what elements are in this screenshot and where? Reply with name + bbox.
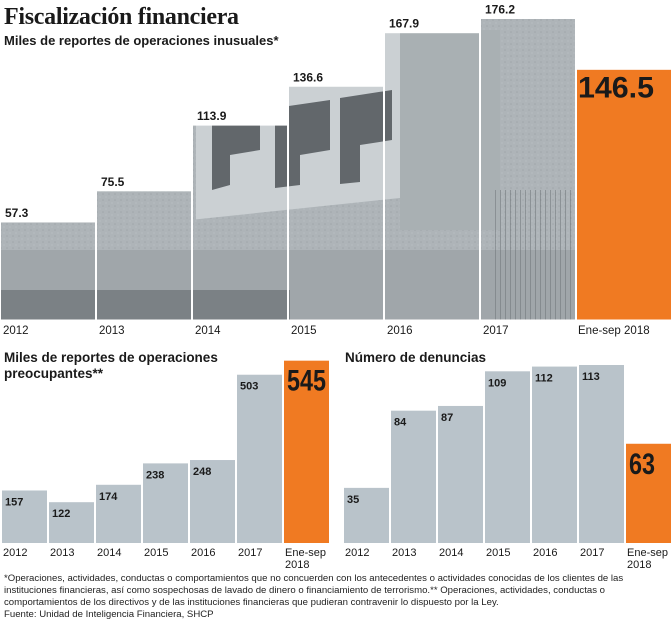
chart2-title: Miles de reportes de operaciones preocup… <box>4 350 218 382</box>
c2-bar-3 <box>143 463 188 543</box>
c2-x-label-1: 2013 <box>50 547 74 559</box>
chart1-value-label-6: 146.5 <box>578 71 654 104</box>
c2-value-label-1: 122 <box>52 508 70 520</box>
c2-bar-6 <box>284 360 329 543</box>
c2-value-label-5: 503 <box>240 381 258 393</box>
c2-value-label-6: 545 <box>287 365 326 398</box>
c2-value-label-3: 238 <box>146 469 164 481</box>
chart1-value-label-2: 113.9 <box>197 109 227 123</box>
c3-bar-1 <box>391 410 436 543</box>
c2-bar-2 <box>96 484 141 543</box>
chart3-complaints: 35 84 87 109 112 113 63 2012 2013 2014 2015 2016 20… <box>344 365 671 571</box>
c3-x-label-2: 2014 <box>439 547 463 559</box>
chart1-x-label-5: 2017 <box>483 325 509 337</box>
c3-bar-3 <box>485 371 530 543</box>
chart1-bar-6 <box>576 68 672 321</box>
page-title: Fiscalización financiera <box>4 4 239 30</box>
c3-bar-0 <box>344 487 389 543</box>
c3-value-label-6: 63 <box>629 448 655 481</box>
c2-value-label-4: 248 <box>193 466 211 478</box>
c2-bar-1 <box>49 502 94 543</box>
c3-value-label-2: 87 <box>441 412 453 424</box>
chart1-bar-0 <box>0 221 96 321</box>
chart1-value-label-4: 167.9 <box>389 17 419 31</box>
chart1-x-label-4: 2016 <box>387 325 413 337</box>
c3-value-label-5: 113 <box>582 371 600 383</box>
chart1-x-label-0: 2012 <box>3 325 29 337</box>
footnote: *Operaciones, actividades, conductas o c… <box>4 573 624 608</box>
source: Fuente: Unidad de Inteligencia Financier… <box>4 609 214 620</box>
c2-x-label-4: 2016 <box>191 547 215 559</box>
c2-x-label-5: 2017 <box>238 547 262 559</box>
chart1-value-label-0: 57.3 <box>5 206 29 220</box>
chart1-bar-1 <box>96 190 192 321</box>
chart1-x-label-3: 2015 <box>291 325 317 337</box>
chart1-value-label-3: 136.6 <box>293 70 323 84</box>
chart1-bar-3 <box>288 85 384 321</box>
chart1-bar-2 <box>192 124 288 321</box>
chart1-x-label-6: Ene-sep 2018 <box>578 325 650 337</box>
c2-x-label-6: Ene-sep <box>285 547 326 559</box>
chart2-worrying-reports: 157 122 174 238 248 503 545 2012 2013 2014 2015 20… <box>2 360 329 571</box>
chart1-value-label-1: 75.5 <box>101 175 125 189</box>
chart2-title-line1: Miles de reportes de operaciones <box>4 350 218 365</box>
c3-bar-2 <box>438 405 483 543</box>
chart1-bar-4 <box>384 32 480 321</box>
c3-value-label-0: 35 <box>347 494 359 506</box>
c3-x-label-6-line2: 2018 <box>627 559 651 571</box>
c2-bar-5 <box>237 374 282 543</box>
c3-value-label-3: 109 <box>488 377 506 389</box>
c3-x-label-3: 2015 <box>486 547 510 559</box>
c2-bar-0 <box>2 490 47 543</box>
c3-x-label-4: 2016 <box>533 547 557 559</box>
c2-value-label-0: 157 <box>5 496 23 508</box>
chart1-unusual-reports: 57.3 75.5 113.9 136.6 167.9 176.2 146.5 2012 20… <box>0 3 672 337</box>
c2-value-label-2: 174 <box>99 491 118 503</box>
c2-bar-4 <box>190 460 235 543</box>
c3-x-label-1: 2013 <box>392 547 416 559</box>
c2-x-label-3: 2015 <box>144 547 168 559</box>
chart3-title: Número de denuncias <box>345 350 487 365</box>
c3-x-label-0: 2012 <box>345 547 369 559</box>
chart1-subtitle: Miles de reportes de operaciones inusual… <box>4 33 279 48</box>
chart2-title-line2: preocupantes** <box>4 366 104 381</box>
c2-x-label-6-line2: 2018 <box>285 559 309 571</box>
c3-x-label-5: 2017 <box>580 547 604 559</box>
c3-x-label-6: Ene-sep <box>627 547 668 559</box>
chart1-bar-5 <box>480 18 576 321</box>
c3-bar-4 <box>532 366 577 543</box>
footer: *Operaciones, actividades, conductas o c… <box>4 573 668 621</box>
c3-bar-5 <box>579 365 624 543</box>
c2-x-label-2: 2014 <box>97 547 121 559</box>
c3-value-label-4: 112 <box>535 373 553 385</box>
chart1-x-label-1: 2013 <box>99 325 125 337</box>
c3-value-label-1: 84 <box>394 417 407 429</box>
chart1-x-label-2: 2014 <box>195 325 221 337</box>
c3-bar-6 <box>626 443 671 543</box>
chart1-value-label-5: 176.2 <box>485 3 515 17</box>
c2-x-label-0: 2012 <box>3 547 27 559</box>
